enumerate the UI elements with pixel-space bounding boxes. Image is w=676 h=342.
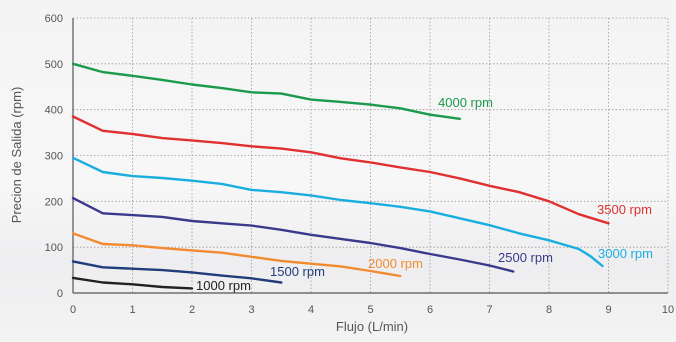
y-tick-label: 400 xyxy=(45,105,63,117)
y-tick-label: 600 xyxy=(45,13,63,25)
x-tick-label: 0 xyxy=(70,304,76,316)
x-tick-label: 5 xyxy=(367,304,373,316)
y-tick-label: 200 xyxy=(45,196,63,208)
series-line-2500-rpm xyxy=(71,196,515,273)
x-tick-label: 2 xyxy=(189,304,195,316)
series-label: 4000 rpm xyxy=(438,95,493,110)
x-tick-label: 4 xyxy=(308,304,314,316)
y-tick-label: 0 xyxy=(57,288,63,300)
series-label: 3500 rpm xyxy=(597,202,652,217)
series-line-3000-rpm xyxy=(71,156,604,268)
series-lines xyxy=(71,62,610,290)
grid xyxy=(73,17,669,293)
series-line-1000-rpm xyxy=(71,276,194,290)
x-tick-label: 6 xyxy=(427,304,433,316)
x-tick-label: 3 xyxy=(248,304,254,316)
series-label: 1500 rpm xyxy=(270,264,325,279)
series-label: 2000 rpm xyxy=(368,256,423,271)
axes: 0 100 200 300 400 500 600 0 1 2 3 4 5 6 7 8 9 10 xyxy=(45,13,674,316)
x-tick-label: 1 xyxy=(129,304,135,316)
y-tick-label: 300 xyxy=(45,151,63,163)
x-tick-label: 9 xyxy=(605,304,611,316)
series-line-4000-rpm xyxy=(71,62,461,120)
series-label: 1000 rpm xyxy=(196,278,251,293)
series-label: 2500 rpm xyxy=(498,250,553,265)
x-axis-label: Flujo (L/min) xyxy=(336,319,408,334)
y-tick-label: 100 xyxy=(45,242,63,254)
x-tick-label: 8 xyxy=(546,304,552,316)
series-label: 3000 rpm xyxy=(598,246,653,261)
y-tick-label: 500 xyxy=(45,59,63,71)
series-line-1500-rpm xyxy=(71,260,283,284)
series-line-2000-rpm xyxy=(71,232,402,278)
x-tick-label: 7 xyxy=(486,304,492,316)
x-tick-label: 10 xyxy=(662,304,674,316)
series-line-3500-rpm xyxy=(71,115,610,225)
series-labels: 4000 rpm 3500 rpm 3000 rpm 2500 rpm 2000 rpm… xyxy=(196,95,653,293)
y-axis-label: Precion de Salida (rpm) xyxy=(9,87,24,224)
